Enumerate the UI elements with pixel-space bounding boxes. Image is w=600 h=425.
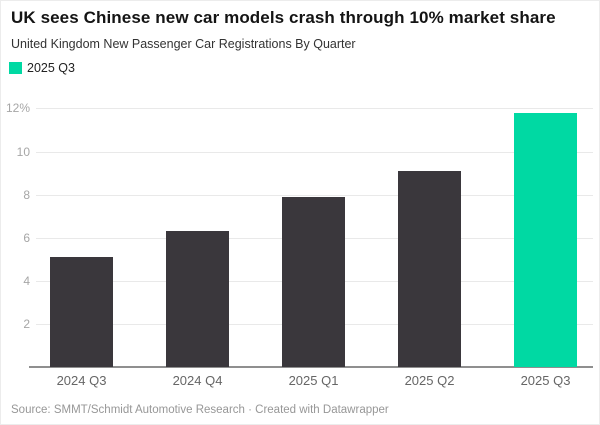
bar-2025-q3[interactable] bbox=[514, 112, 577, 367]
chart-title: UK sees Chinese new car models crash thr… bbox=[11, 8, 556, 27]
legend: 2025 Q3 bbox=[9, 61, 75, 75]
bar-2024-q3[interactable] bbox=[50, 257, 113, 367]
x-tick-label: 2024 Q4 bbox=[172, 373, 223, 388]
x-axis-line bbox=[29, 366, 593, 368]
y-tick-label: 4 bbox=[23, 273, 30, 288]
bar-2025-q2[interactable] bbox=[398, 170, 461, 367]
y-tick-label: 8 bbox=[23, 187, 30, 202]
bar-2024-q4[interactable] bbox=[166, 231, 229, 367]
chart-subtitle: United Kingdom New Passenger Car Registr… bbox=[11, 37, 356, 51]
y-tick-label: 6 bbox=[23, 230, 30, 245]
bar-2025-q1[interactable] bbox=[282, 196, 345, 367]
x-tick-label: 2024 Q3 bbox=[56, 373, 107, 388]
gridline bbox=[36, 108, 593, 110]
x-tick-label: 2025 Q3 bbox=[520, 373, 571, 388]
gridline bbox=[36, 151, 593, 153]
gridline bbox=[36, 194, 593, 196]
x-tick-label: 2025 Q1 bbox=[288, 373, 339, 388]
y-tick-label: 10 bbox=[16, 144, 30, 159]
legend-label: 2025 Q3 bbox=[27, 61, 75, 75]
y-tick-label: 12% bbox=[5, 101, 30, 116]
y-tick-label: 2 bbox=[23, 316, 30, 331]
x-tick-label: 2025 Q2 bbox=[404, 373, 455, 388]
source-attribution: Source: SMMT/Schmidt Automotive Research… bbox=[11, 404, 389, 416]
legend-swatch-icon bbox=[9, 62, 22, 74]
